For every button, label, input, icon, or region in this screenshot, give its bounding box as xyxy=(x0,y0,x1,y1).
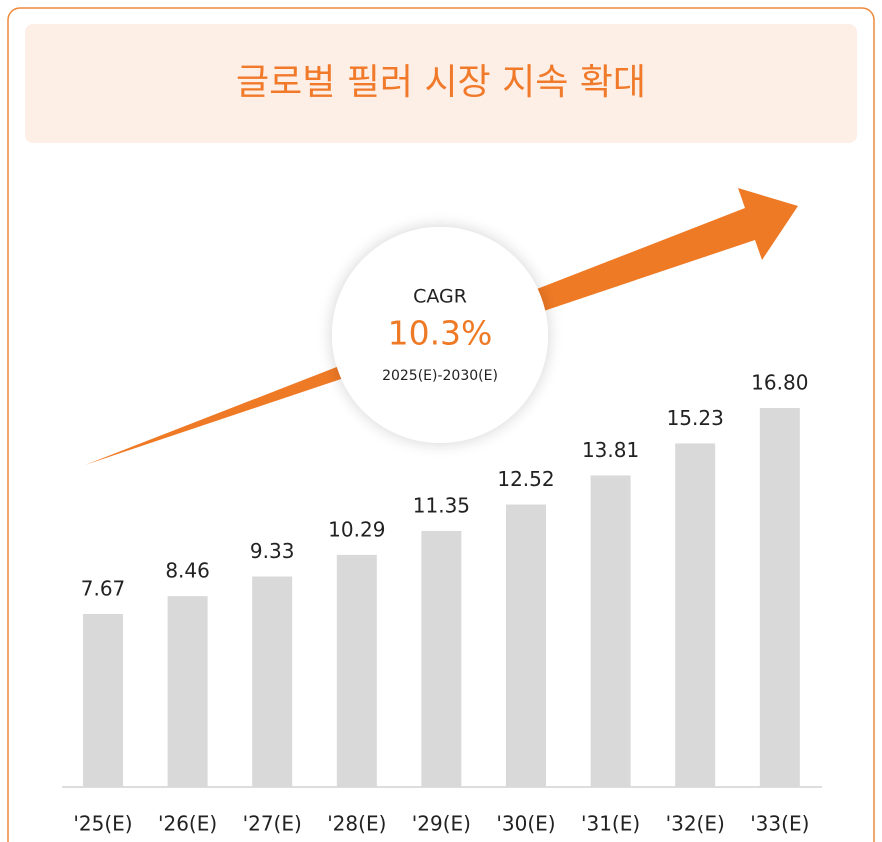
bar xyxy=(590,475,631,787)
value-label: 8.46 xyxy=(165,559,210,583)
value-label: 11.35 xyxy=(413,493,470,517)
bar xyxy=(167,596,208,787)
value-label: 15.23 xyxy=(667,406,724,430)
value-label: 13.81 xyxy=(582,438,639,462)
cagr-period: 2025(E)-2030(E) xyxy=(382,368,498,384)
bar xyxy=(675,443,716,787)
cagr-value: 10.3% xyxy=(388,314,493,353)
cagr-circle xyxy=(332,227,548,443)
title-box xyxy=(25,24,857,143)
value-label: 12.52 xyxy=(497,467,554,491)
bar xyxy=(336,554,377,787)
value-label: 16.80 xyxy=(751,371,808,395)
value-label: 7.67 xyxy=(81,576,126,600)
cagr-label: CAGR xyxy=(413,286,467,308)
x-tick-label: '30(E) xyxy=(496,812,555,836)
bar xyxy=(421,530,462,787)
bar xyxy=(759,408,800,787)
bar xyxy=(83,613,123,787)
x-tick-label: '31(E) xyxy=(581,812,640,836)
x-tick-label: '33(E) xyxy=(750,812,809,836)
bar xyxy=(252,576,293,787)
bar xyxy=(506,504,546,787)
x-tick-label: '32(E) xyxy=(666,812,725,836)
chart-title: 글로벌 필러 시장 지속 확대 xyxy=(236,62,646,103)
value-label: 9.33 xyxy=(250,539,295,563)
x-tick-label: '28(E) xyxy=(327,812,386,836)
x-tick-label: '26(E) xyxy=(158,812,217,836)
x-tick-label: '25(E) xyxy=(73,812,132,836)
x-tick-label: '27(E) xyxy=(243,812,302,836)
value-label: 10.29 xyxy=(328,517,385,541)
x-tick-label: '29(E) xyxy=(412,812,471,836)
